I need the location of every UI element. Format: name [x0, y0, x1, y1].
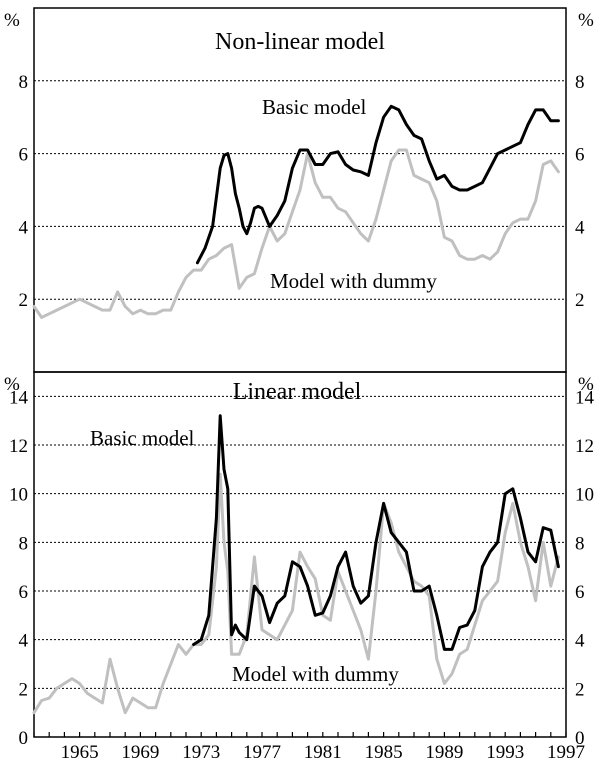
bottom-y-tick-label-left: 8 — [19, 533, 29, 554]
top-model-with-dummy-label: Model with dummy — [270, 269, 437, 293]
x-tick-label: 1969 — [121, 742, 159, 762]
top-y-tick-label-left: 2 — [19, 290, 29, 311]
x-tick-label: 1993 — [486, 742, 524, 762]
bottom-y-tick-label-left: 4 — [19, 631, 29, 652]
bottom-series-model-with-dummy — [32, 472, 560, 715]
bottom-y-tick-label-right: 0 — [575, 728, 585, 749]
bottom-basic-model-label: Basic model — [90, 426, 195, 450]
bottom-y-tick-label-left: 6 — [19, 582, 29, 603]
top-basic-model-label: Basic model — [262, 95, 367, 119]
bottom-y-tick-label-left: 14 — [9, 387, 29, 408]
bottom-y-tick-label-right: 8 — [575, 533, 585, 554]
top-panel-series — [32, 104, 560, 319]
bottom-panel-series — [32, 414, 560, 715]
bottom-y-tick-label-right: 6 — [575, 582, 585, 603]
x-tick-label: 1985 — [365, 742, 403, 762]
top-series-basic-model — [195, 104, 560, 265]
x-tick-label: 1997 — [547, 742, 585, 762]
bottom-y-tick-label-left: 12 — [9, 436, 28, 457]
bottom-series-basic-model — [192, 414, 560, 651]
top-y-tick-label-left: 6 — [19, 145, 29, 166]
bottom-panel-y-tick-labels: 0 0 2 2 4 4 6 6 8 8 10 10 12 12 14 14 — [9, 387, 595, 749]
bottom-y-tick-label-right: 12 — [575, 436, 594, 457]
x-tick-label: 1965 — [61, 742, 99, 762]
bottom-panel-frame — [33, 371, 567, 738]
x-axis-tick-labels: 1965 1969 1973 1977 1981 1985 1989 1993 1997 — [33, 732, 585, 762]
bottom-y-tick-label-left: 0 — [19, 728, 29, 749]
top-y-tick-label-right: 8 — [575, 72, 585, 93]
top-left-unit-label: % — [4, 10, 20, 31]
top-panel-title: Non-linear model — [215, 29, 385, 55]
bottom-y-tick-label-right: 14 — [575, 387, 595, 408]
bottom-panel-title: Linear model — [233, 379, 362, 405]
top-panel-y-tick-labels: 2 2 4 4 6 6 8 8 — [19, 72, 586, 311]
bottom-left-unit-label: % — [4, 374, 20, 395]
bottom-y-tick-label-left: 2 — [19, 679, 29, 700]
x-tick-label: 1989 — [425, 742, 463, 762]
top-y-tick-label-left: 8 — [19, 72, 29, 93]
bottom-panel-grid — [34, 395, 566, 689]
x-tick-label: 1973 — [182, 742, 220, 762]
x-tick-label: 1981 — [304, 742, 342, 762]
x-tick-label: 1977 — [243, 742, 281, 762]
top-right-unit-label: % — [578, 10, 594, 31]
top-y-tick-label-right: 4 — [575, 217, 585, 238]
top-y-tick-label-right: 6 — [575, 145, 585, 166]
bottom-y-tick-label-left: 10 — [9, 485, 28, 506]
bottom-y-tick-label-right: 10 — [575, 485, 594, 506]
bottom-model-with-dummy-label: Model with dummy — [232, 662, 399, 686]
bottom-right-unit-label: % — [578, 374, 594, 395]
top-series-model-with-dummy — [32, 148, 560, 319]
bottom-y-tick-label-right: 4 — [575, 631, 585, 652]
bottom-y-tick-label-right: 2 — [575, 679, 585, 700]
top-y-tick-label-right: 2 — [575, 290, 585, 311]
top-y-tick-label-left: 4 — [19, 217, 29, 238]
